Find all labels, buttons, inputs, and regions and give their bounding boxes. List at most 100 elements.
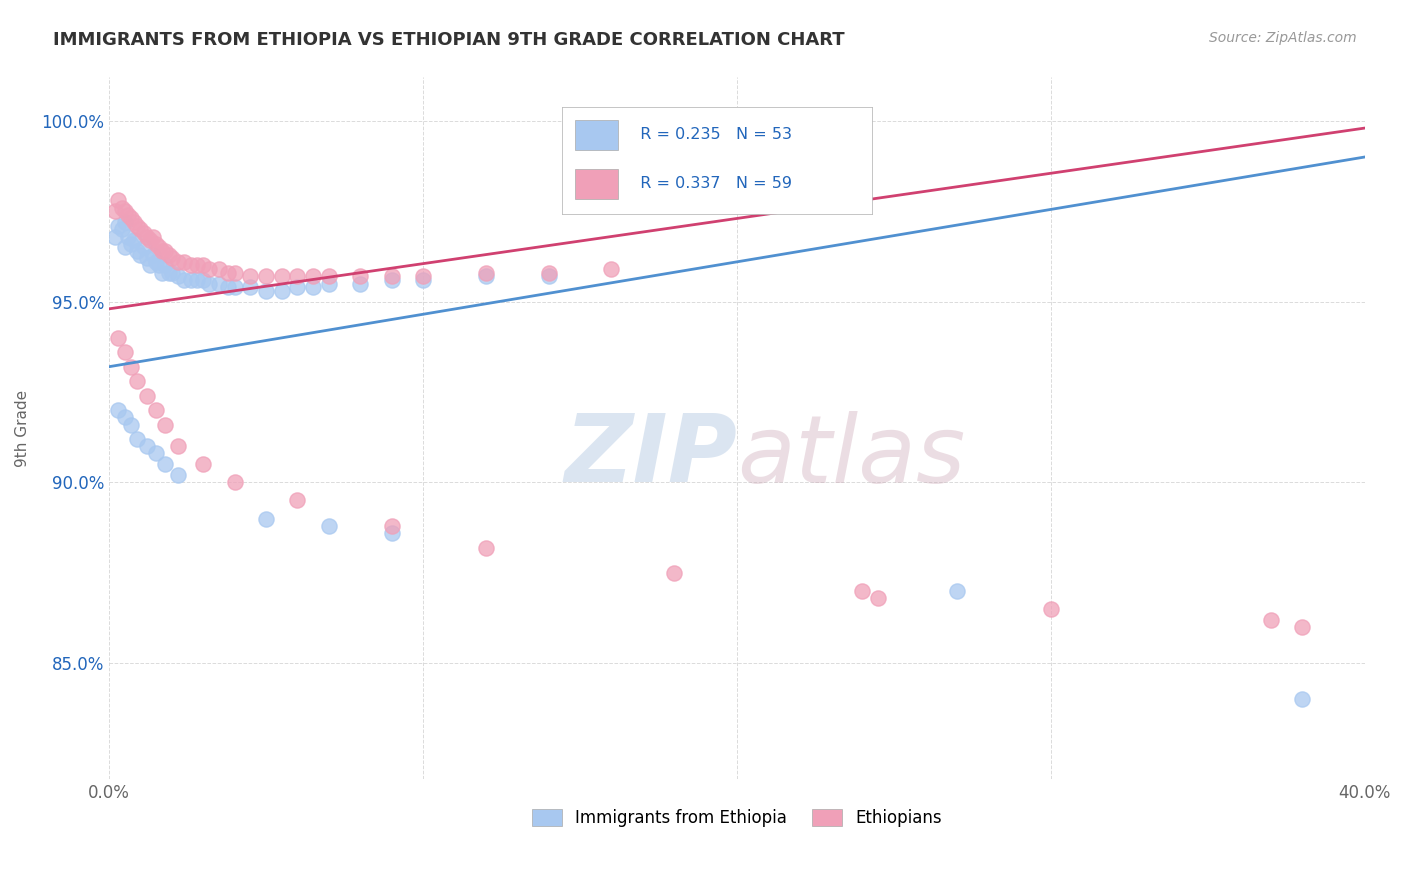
Point xyxy=(380,526,402,541)
Point xyxy=(254,269,277,284)
Text: IMMIGRANTS FROM ETHIOPIA VS ETHIOPIAN 9TH GRADE CORRELATION CHART: IMMIGRANTS FROM ETHIOPIA VS ETHIOPIAN 9T… xyxy=(53,31,845,49)
Point xyxy=(474,266,496,280)
Point xyxy=(135,229,157,244)
Point xyxy=(157,266,180,280)
Point xyxy=(285,280,308,294)
Point xyxy=(104,204,127,219)
Point xyxy=(107,403,129,417)
Point xyxy=(135,439,157,453)
Point xyxy=(132,240,155,254)
Point xyxy=(186,273,208,287)
Point xyxy=(114,410,136,425)
Point xyxy=(155,244,177,258)
Point xyxy=(412,269,434,284)
Text: Source: ZipAtlas.com: Source: ZipAtlas.com xyxy=(1209,31,1357,45)
Point xyxy=(104,229,127,244)
Point xyxy=(239,269,262,284)
Point xyxy=(129,222,152,236)
Point xyxy=(1291,620,1313,634)
Point xyxy=(180,259,202,273)
Point xyxy=(868,591,890,606)
Point xyxy=(254,511,277,525)
Point xyxy=(224,280,246,294)
Point xyxy=(122,215,145,229)
Point xyxy=(270,269,292,284)
Point xyxy=(107,194,129,208)
Point xyxy=(254,284,277,298)
Point xyxy=(380,518,402,533)
Bar xyxy=(575,120,619,150)
Point xyxy=(145,403,167,417)
Point xyxy=(349,269,371,284)
Text: R = 0.337   N = 59: R = 0.337 N = 59 xyxy=(630,176,793,191)
Point xyxy=(537,266,560,280)
Point xyxy=(117,229,139,244)
Text: atlas: atlas xyxy=(737,410,965,501)
Point xyxy=(120,211,142,226)
Point xyxy=(157,247,180,261)
Point xyxy=(167,468,190,483)
Text: ZIP: ZIP xyxy=(564,410,737,502)
Point xyxy=(208,262,231,277)
Point xyxy=(150,244,173,258)
Point xyxy=(173,255,195,269)
Point xyxy=(191,458,214,472)
Point xyxy=(945,583,967,598)
Point xyxy=(135,251,157,265)
Point xyxy=(191,273,214,287)
Point xyxy=(224,266,246,280)
Point xyxy=(145,236,167,251)
Point xyxy=(270,284,292,298)
Point xyxy=(380,269,402,284)
Point xyxy=(120,359,142,374)
Point xyxy=(110,201,132,215)
Point xyxy=(224,475,246,490)
Point xyxy=(285,269,308,284)
Point xyxy=(120,236,142,251)
Point xyxy=(127,374,149,388)
Legend: Immigrants from Ethiopia, Ethiopians: Immigrants from Ethiopia, Ethiopians xyxy=(526,802,949,834)
Point xyxy=(117,208,139,222)
Point xyxy=(155,458,177,472)
Point xyxy=(167,269,190,284)
Point xyxy=(127,432,149,446)
Point xyxy=(239,280,262,294)
Point xyxy=(135,389,157,403)
Point xyxy=(167,439,190,453)
Point xyxy=(127,219,149,233)
Point xyxy=(155,259,177,273)
Point xyxy=(122,233,145,247)
Text: R = 0.235   N = 53: R = 0.235 N = 53 xyxy=(630,127,793,142)
Point xyxy=(662,566,685,580)
Point xyxy=(114,240,136,254)
Bar xyxy=(575,169,619,199)
Point xyxy=(142,229,165,244)
Point xyxy=(191,259,214,273)
Point xyxy=(129,247,152,261)
Point xyxy=(120,417,142,432)
Point xyxy=(198,277,221,291)
Point xyxy=(139,233,162,247)
Point xyxy=(173,273,195,287)
Point xyxy=(851,583,873,598)
Point xyxy=(186,259,208,273)
Point xyxy=(110,222,132,236)
Point xyxy=(474,269,496,284)
Point xyxy=(537,269,560,284)
Point xyxy=(349,277,371,291)
Point xyxy=(318,269,340,284)
Point xyxy=(155,417,177,432)
Point xyxy=(142,247,165,261)
Point xyxy=(1039,602,1062,616)
Point xyxy=(145,446,167,460)
Point xyxy=(148,240,170,254)
Point xyxy=(318,277,340,291)
Point xyxy=(1260,613,1282,627)
Point xyxy=(302,269,325,284)
Point xyxy=(139,259,162,273)
Point xyxy=(107,219,129,233)
Point xyxy=(217,280,239,294)
Point xyxy=(145,255,167,269)
Point xyxy=(302,280,325,294)
Point xyxy=(285,493,308,508)
